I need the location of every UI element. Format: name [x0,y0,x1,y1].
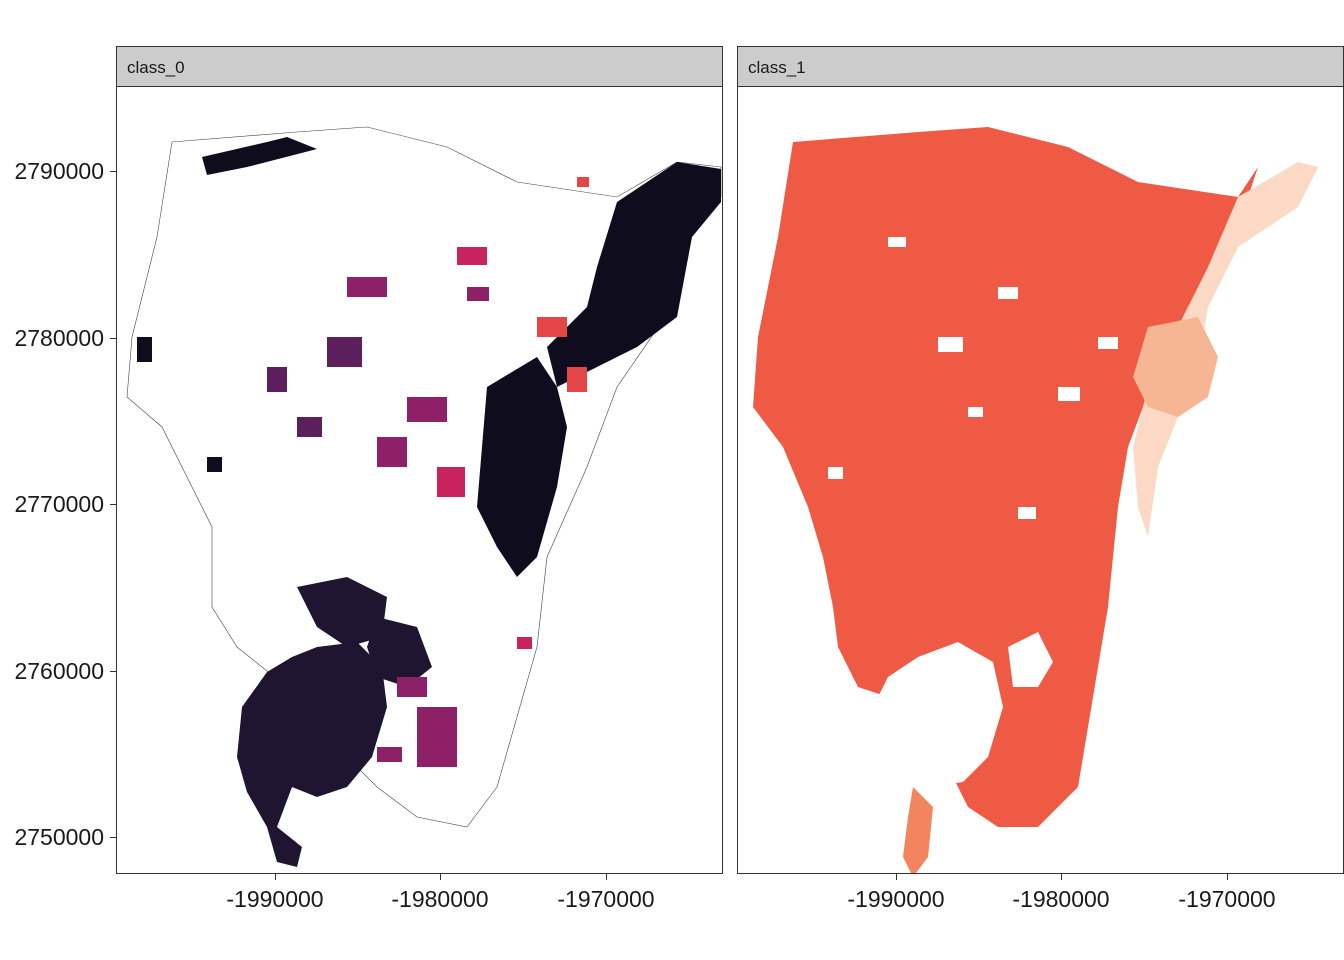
class0-dark-strip [477,357,567,577]
class0-dark-crater [237,642,387,867]
facet-strip-class-1: class_1 [738,47,1343,87]
class1-hole-2 [1008,632,1053,687]
class1-peach [1133,317,1218,417]
facet-label-class-0: class_0 [127,58,185,77]
class0-dark-north [202,137,317,175]
class1-tail [903,787,933,873]
x-tick-label: -1980000 [391,886,489,912]
map-class-0 [126,126,722,867]
y-tick-label: 2780000 [14,325,104,351]
y-tick-label: 2760000 [14,658,104,684]
x-tick-label: -1990000 [226,886,324,912]
x-tick-label: -1970000 [1178,886,1276,912]
class0-dark-blob-1 [297,577,387,647]
x-tick-label: -1990000 [847,886,945,912]
class0-dark-blob-2 [367,617,432,687]
x-tick-label: -1970000 [557,886,655,912]
class1-gaps [828,237,1118,519]
facet-strip-class-0: class_0 [117,47,722,87]
x-tick-label: -1980000 [1012,886,1110,912]
class0-patches [137,177,589,767]
y-tick-label: 2750000 [14,824,104,850]
facet-panel-class-0: class_0 [116,46,723,874]
region-outline [126,126,722,828]
facet-panel-class-1: class_1 [737,46,1344,874]
class0-dark-ne [547,162,721,387]
facet-label-class-1: class_1 [748,58,806,77]
map-class-1 [753,127,1318,873]
class1-main [753,127,1258,827]
class1-crater-hole [873,642,1003,787]
y-tick-label: 2790000 [14,158,104,184]
y-tick-label: 2770000 [14,491,104,517]
